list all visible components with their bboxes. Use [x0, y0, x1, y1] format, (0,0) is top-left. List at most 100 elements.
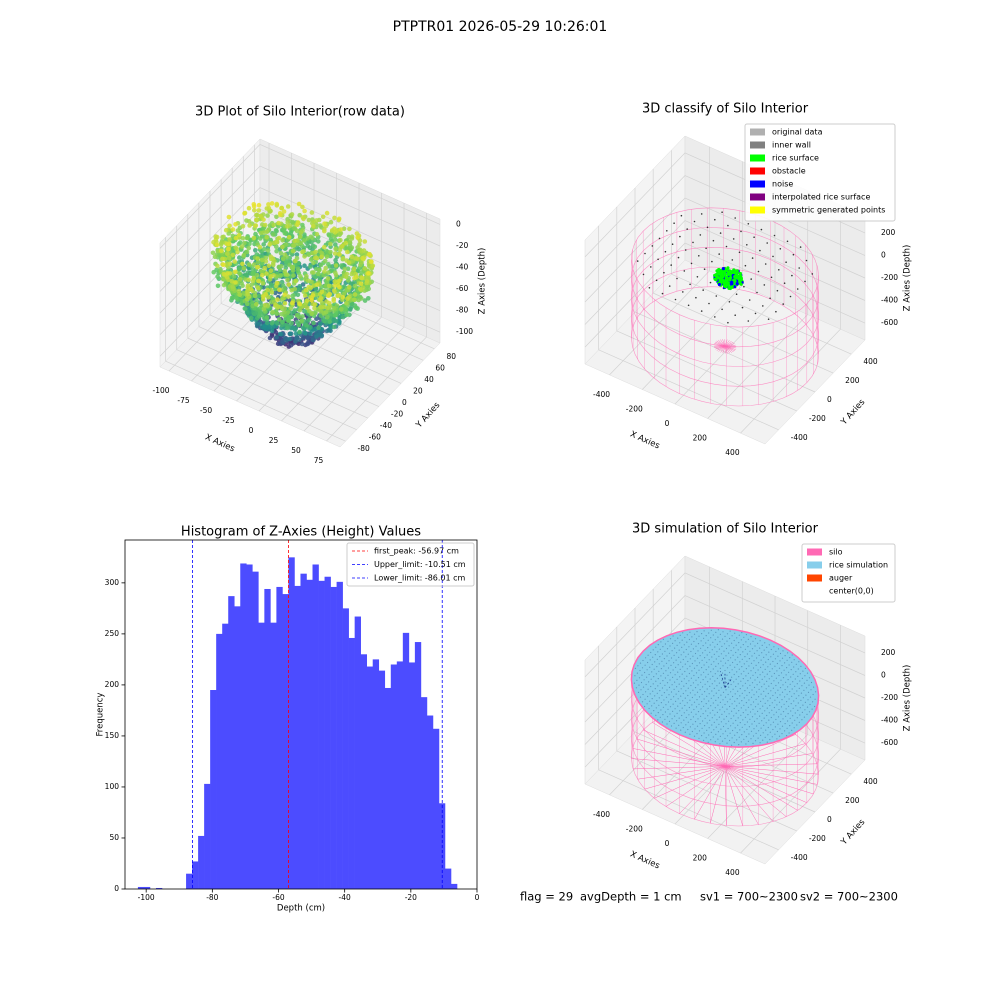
dot: [741, 734, 743, 736]
dot: [738, 668, 740, 670]
point: [306, 284, 312, 290]
dot: [680, 695, 682, 697]
dot: [814, 698, 816, 700]
dot: [697, 711, 700, 713]
dot: [722, 657, 725, 660]
dot: [686, 641, 688, 643]
x-tick-label: 0: [665, 839, 670, 848]
point: [237, 277, 243, 282]
dot: [685, 690, 687, 692]
silo-floor-line: [722, 339, 726, 347]
legend-swatch: [750, 154, 765, 162]
dot: [735, 644, 737, 646]
dot: [714, 673, 716, 675]
point: [342, 291, 347, 297]
dot: [787, 679, 789, 681]
dot: [693, 674, 695, 677]
point: [314, 218, 319, 223]
point: [325, 276, 331, 281]
dot: [726, 633, 729, 635]
dot: [676, 652, 678, 654]
point: [280, 256, 286, 262]
dot: [716, 651, 718, 653]
dot: [706, 661, 708, 663]
dot: [766, 680, 768, 683]
point: [349, 271, 355, 277]
dot: [661, 694, 663, 696]
point: [293, 278, 299, 284]
dot: [643, 679, 645, 681]
bar: [378, 670, 386, 889]
point: [331, 306, 337, 311]
dot: [671, 650, 673, 652]
dot: [749, 650, 751, 652]
silo-floor-line: [724, 766, 727, 826]
dot: [774, 658, 777, 660]
dot: [729, 739, 731, 742]
dot: [678, 683, 680, 685]
dot: [724, 669, 726, 672]
dot: [776, 289, 779, 292]
dot: [729, 671, 731, 674]
dot: [739, 688, 741, 690]
dot: [638, 684, 640, 686]
dot: [715, 733, 717, 736]
y-tick-label: 100: [105, 782, 120, 791]
dot: [751, 689, 753, 691]
dot: [761, 720, 763, 722]
dot: [794, 712, 796, 714]
dot: [750, 730, 753, 732]
dot: [662, 638, 665, 640]
dot: [674, 708, 676, 710]
dot: [693, 708, 695, 711]
silo-floor-line: [724, 766, 818, 785]
dot: [717, 670, 719, 672]
dot: [743, 731, 745, 733]
dot: [665, 696, 668, 698]
point: [270, 232, 276, 237]
dot: [668, 720, 671, 723]
dot: [677, 664, 679, 666]
dot: [661, 292, 664, 295]
dot: [676, 720, 678, 722]
dot: [772, 728, 774, 731]
dot: [789, 295, 792, 298]
point: [311, 260, 316, 266]
point: [261, 294, 266, 300]
dot: [721, 706, 724, 708]
y-tick-label: 200: [845, 376, 860, 385]
dot: [732, 661, 734, 664]
dot: [739, 729, 741, 731]
point: [277, 287, 282, 293]
dot: [756, 725, 758, 727]
point: [237, 271, 242, 276]
dot: [678, 717, 680, 719]
dot: [657, 685, 659, 687]
dot: [696, 691, 699, 693]
dot: [791, 722, 793, 724]
dot: [791, 695, 793, 697]
dot: [748, 665, 750, 667]
z-tick-label: -600: [881, 318, 898, 327]
dot: [745, 668, 748, 670]
dot: [698, 255, 700, 257]
dot: [706, 654, 708, 656]
point: [268, 256, 274, 262]
dot: [732, 654, 734, 656]
dot: [782, 303, 784, 305]
point: [326, 261, 331, 267]
dot: [660, 702, 663, 704]
dot: [654, 695, 656, 697]
dot: [761, 652, 763, 654]
dot: [719, 641, 721, 643]
dot: [711, 690, 713, 692]
point: [259, 269, 265, 275]
dot: [759, 742, 761, 744]
dot: [787, 713, 789, 715]
dot: [798, 267, 800, 269]
dot: [686, 634, 688, 636]
bar: [390, 664, 398, 889]
point: [256, 293, 262, 299]
dot: [682, 692, 684, 695]
dot: [670, 664, 672, 667]
